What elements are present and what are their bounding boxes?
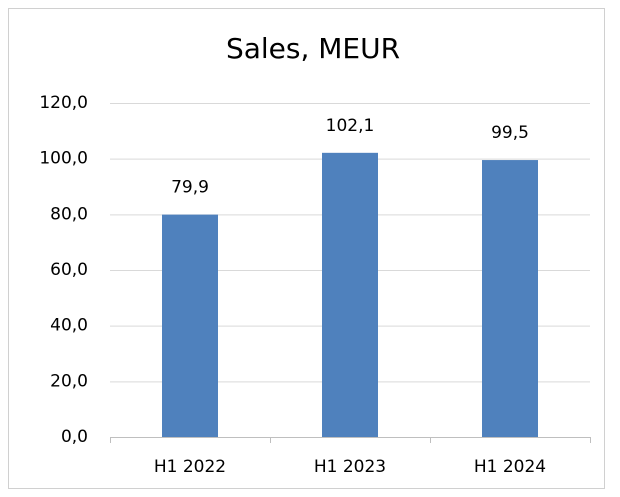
x-tick-label: H1 2024 — [474, 457, 546, 477]
chart-title: Sales, MEUR — [226, 32, 400, 65]
y-tick-label: 120,0 — [39, 93, 88, 113]
y-tick-label: 100,0 — [39, 149, 88, 169]
y-tick-label: 40,0 — [50, 316, 88, 336]
x-tick-label: H1 2022 — [154, 457, 226, 477]
x-tick-label: H1 2023 — [314, 457, 386, 477]
y-tick-label: 20,0 — [50, 371, 88, 391]
data-label: 102,1 — [326, 116, 375, 136]
data-label: 99,5 — [491, 123, 529, 143]
data-label: 79,9 — [171, 178, 209, 198]
bar — [482, 160, 538, 437]
bar — [322, 152, 378, 438]
bar — [162, 214, 218, 437]
y-tick-label: 60,0 — [50, 260, 88, 280]
y-tick-label: 0,0 — [61, 427, 88, 447]
y-tick-label: 80,0 — [50, 204, 88, 224]
